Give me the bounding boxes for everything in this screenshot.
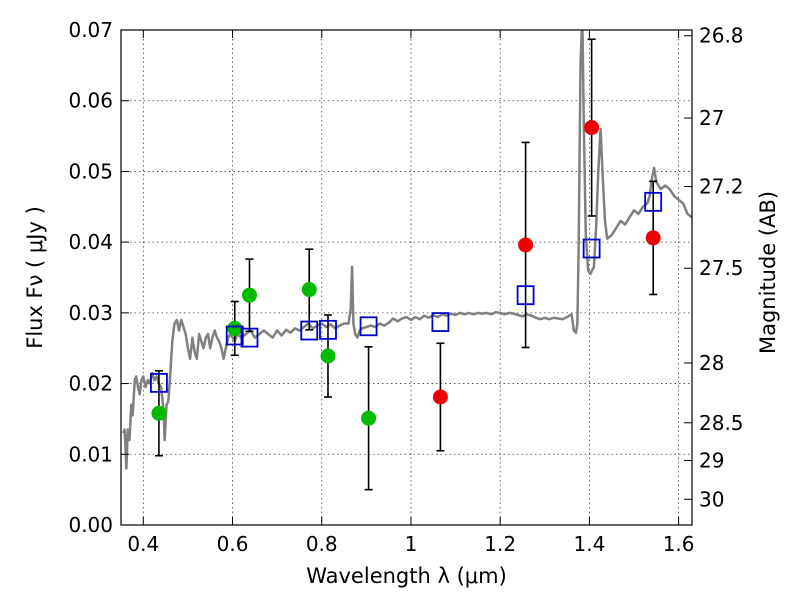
green-data-point bbox=[241, 287, 257, 303]
y2-tick-label: 28 bbox=[699, 351, 724, 375]
grid-lines bbox=[121, 29, 692, 526]
model-square-marker bbox=[150, 372, 168, 393]
y-axis-label: Flux Fν ( μJy ) bbox=[23, 206, 47, 349]
x-tick-label: 1.2 bbox=[484, 532, 516, 556]
tick-labels: 0.4 0.6 0.8 1 1.2 1.4 1.6 0.00 0.01 0.02 0.03 0.04 0… bbox=[68, 18, 743, 556]
x-tick-label: 1.6 bbox=[663, 532, 695, 556]
green-data-point bbox=[301, 282, 317, 298]
y-tick-label: 0.02 bbox=[68, 372, 113, 396]
x-tick-label: 0.4 bbox=[127, 532, 159, 556]
model-square-marker bbox=[225, 325, 244, 346]
y2-tick-label: 27.2 bbox=[699, 175, 744, 199]
model-square-marker bbox=[240, 327, 259, 348]
green-data-point bbox=[320, 348, 336, 364]
x-tick-label: 1 bbox=[405, 532, 418, 556]
y2-tick-label: 29 bbox=[699, 449, 724, 473]
green-data-point bbox=[227, 320, 243, 336]
model-square-marker bbox=[359, 316, 378, 337]
y2-tick-label: 30 bbox=[699, 487, 724, 511]
y-tick-label: 0.04 bbox=[68, 230, 113, 254]
x-tick-label: 0.6 bbox=[217, 532, 249, 556]
x-tick-label: 0.8 bbox=[306, 532, 338, 556]
y-tick-label: 0.07 bbox=[68, 18, 113, 42]
y2-axis-label: Magnitude (AB) bbox=[756, 191, 780, 354]
red-data-point bbox=[584, 120, 600, 136]
y-tick-label: 0.05 bbox=[68, 159, 113, 183]
red-data-point bbox=[432, 389, 448, 405]
y-tick-label: 0.00 bbox=[68, 513, 113, 537]
y2-tick-label: 27.5 bbox=[699, 256, 744, 280]
green-data-point bbox=[151, 405, 167, 421]
data-points-layer bbox=[150, 38, 663, 491]
y-tick-label: 0.01 bbox=[68, 442, 113, 466]
model-square-marker bbox=[431, 312, 450, 332]
model-square-marker bbox=[300, 320, 319, 341]
red-data-point bbox=[645, 230, 661, 246]
axis-ticks bbox=[121, 29, 692, 526]
y2-tick-label: 28.5 bbox=[699, 411, 744, 435]
y-tick-label: 0.03 bbox=[68, 301, 113, 325]
model-square-marker bbox=[319, 319, 337, 340]
plot-frame bbox=[120, 29, 693, 526]
model-square-marker bbox=[644, 191, 663, 212]
model-square-marker bbox=[582, 238, 601, 259]
green-data-point bbox=[361, 410, 377, 426]
y2-tick-label: 27 bbox=[699, 106, 724, 130]
x-axis-label: Wavelength λ (μm) bbox=[306, 564, 507, 588]
y2-tick-label: 26.8 bbox=[699, 24, 744, 48]
model-square-marker bbox=[516, 285, 535, 306]
x-tick-label: 1.4 bbox=[573, 532, 605, 556]
y-tick-label: 0.06 bbox=[68, 89, 113, 113]
red-data-point bbox=[518, 237, 534, 253]
